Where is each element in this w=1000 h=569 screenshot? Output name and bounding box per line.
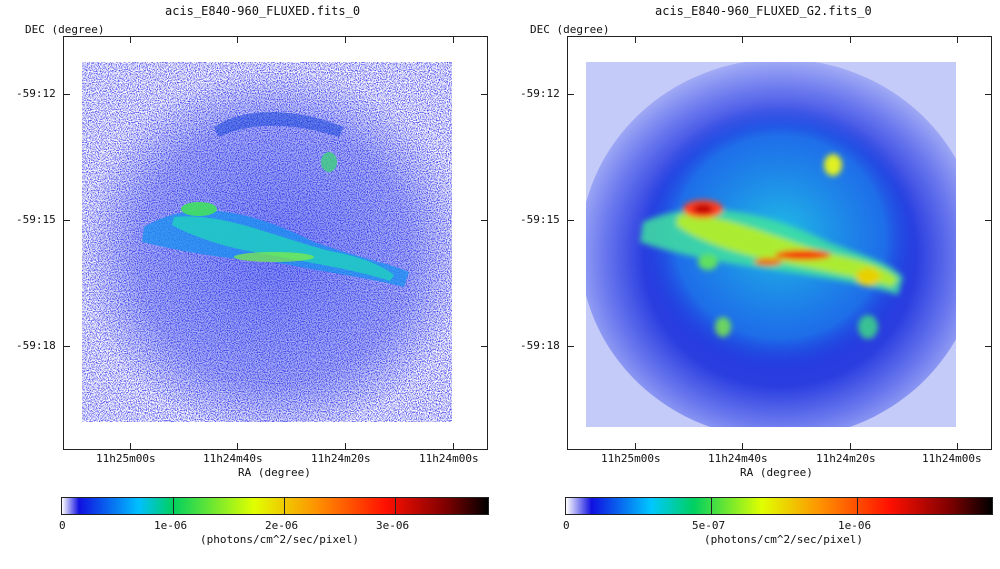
- right-colorbar-unit: (photons/cm^2/sec/pixel): [704, 533, 863, 546]
- right-xtick-label: 11h24m40s: [708, 452, 768, 465]
- right-colorbar[interactable]: [565, 497, 993, 515]
- right-ytick-label: -59:12: [520, 87, 560, 100]
- right-dec-axis-label: DEC (degree): [530, 23, 610, 36]
- left-colorbar[interactable]: [61, 497, 489, 515]
- left-xtick-label: 11h24m40s: [203, 452, 263, 465]
- left-ytick-label: -59:15: [16, 213, 56, 226]
- left-colorbar-tick: 0: [59, 519, 66, 532]
- left-xtick-label: 11h24m00s: [419, 452, 479, 465]
- right-xray-image: [586, 62, 956, 427]
- right-xtick-label: 11h24m00s: [922, 452, 982, 465]
- right-xtick-label: 11h25m00s: [601, 452, 661, 465]
- left-dec-axis-label: DEC (degree): [25, 23, 105, 36]
- left-ytick-label: -59:18: [16, 339, 56, 352]
- right-panel-title: acis_E840-960_FLUXED_G2.fits_0: [655, 4, 872, 18]
- right-image-frame[interactable]: [567, 36, 992, 450]
- left-panel-title: acis_E840-960_FLUXED.fits_0: [165, 4, 361, 18]
- left-image-frame[interactable]: [63, 36, 488, 450]
- right-colorbar-tick: 0: [563, 519, 570, 532]
- left-ra-axis-label: RA (degree): [238, 466, 311, 479]
- right-xtick-label: 11h24m20s: [816, 452, 876, 465]
- left-xtick-label: 11h25m00s: [96, 452, 156, 465]
- left-colorbar-unit: (photons/cm^2/sec/pixel): [200, 533, 359, 546]
- left-colorbar-tick: 2e-06: [265, 519, 299, 532]
- right-ytick-label: -59:15: [520, 213, 560, 226]
- left-xray-image: [82, 62, 452, 422]
- right-colorbar-tick: 1e-06: [838, 519, 872, 532]
- right-ytick-label: -59:18: [520, 339, 560, 352]
- right-ra-axis-label: RA (degree): [740, 466, 813, 479]
- left-colorbar-tick: 3e-06: [376, 519, 410, 532]
- right-colorbar-tick: 5e-07: [692, 519, 726, 532]
- left-colorbar-tick: 1e-06: [154, 519, 188, 532]
- left-ytick-label: -59:12: [16, 87, 56, 100]
- left-xtick-label: 11h24m20s: [311, 452, 371, 465]
